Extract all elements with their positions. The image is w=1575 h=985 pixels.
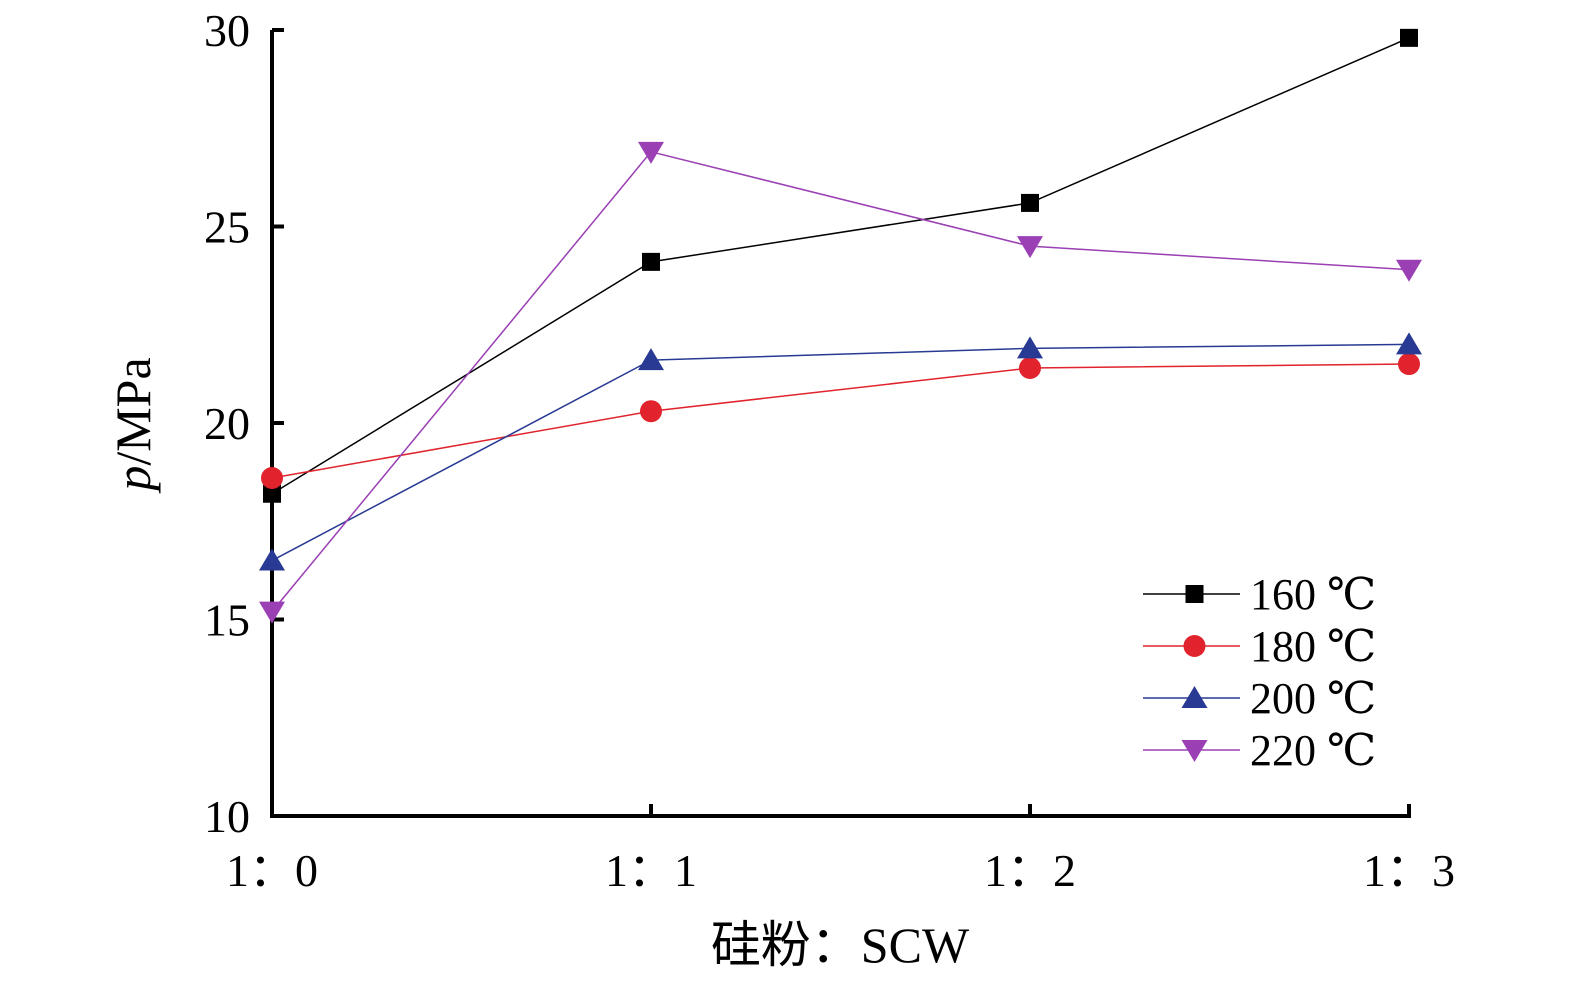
data-point xyxy=(1398,353,1420,376)
legend-marker xyxy=(1185,585,1204,603)
series xyxy=(259,332,1422,571)
series-line xyxy=(271,343,1410,562)
legend-marker xyxy=(1183,635,1206,657)
y-axis-variable: p xyxy=(105,466,161,494)
legend-item: 160 ℃ xyxy=(1143,570,1376,619)
series xyxy=(259,141,1422,624)
y-tick-label: 25 xyxy=(204,202,250,253)
x-tick-label: 1：0 xyxy=(226,845,318,896)
legend-label: 200 ℃ xyxy=(1250,674,1376,723)
legend-item: 180 ℃ xyxy=(1143,622,1376,671)
legend-marker xyxy=(1181,686,1208,708)
x-tick-label: 1：2 xyxy=(984,845,1076,896)
data-point xyxy=(1396,259,1422,282)
series-line xyxy=(271,37,1410,495)
legend-label: 160 ℃ xyxy=(1250,570,1376,619)
x-tick-label: 1：1 xyxy=(605,845,697,896)
series-line xyxy=(271,150,1410,613)
legend-label: 180 ℃ xyxy=(1250,622,1376,671)
x-ticks: 1：0 1：1 1：2 1：3 xyxy=(226,804,1455,896)
legend-item: 220 ℃ xyxy=(1143,726,1376,775)
data-point xyxy=(1400,28,1418,47)
y-axis-unit: /MPa xyxy=(105,357,161,465)
series-layer xyxy=(259,28,1422,624)
data-point xyxy=(1021,193,1039,212)
y-axis-title: p/MPa xyxy=(105,357,161,493)
series xyxy=(261,353,1420,490)
legend-label: 220 ℃ xyxy=(1250,726,1376,775)
data-point xyxy=(642,252,660,271)
data-point xyxy=(640,400,662,423)
data-point xyxy=(263,484,281,503)
x-tick-label: 1：3 xyxy=(1363,845,1455,896)
data-point xyxy=(259,548,285,571)
data-point xyxy=(1019,356,1041,379)
y-ticks: 10 15 20 25 30 xyxy=(204,5,284,842)
data-point xyxy=(1017,236,1043,259)
data-point xyxy=(638,141,664,164)
legend-marker xyxy=(1181,740,1208,762)
y-tick-label: 20 xyxy=(204,398,250,449)
data-point xyxy=(1396,332,1422,355)
data-point xyxy=(259,601,285,624)
y-tick-label: 15 xyxy=(204,595,250,646)
data-point xyxy=(261,467,283,490)
data-point xyxy=(638,348,664,371)
legend-item: 200 ℃ xyxy=(1143,674,1376,723)
x-axis-title: 硅粉：SCW xyxy=(711,917,970,973)
y-tick-label: 30 xyxy=(204,5,250,56)
y-tick-label: 10 xyxy=(204,791,250,842)
series-line xyxy=(271,363,1410,479)
data-point xyxy=(1017,336,1043,359)
series xyxy=(263,28,1418,503)
